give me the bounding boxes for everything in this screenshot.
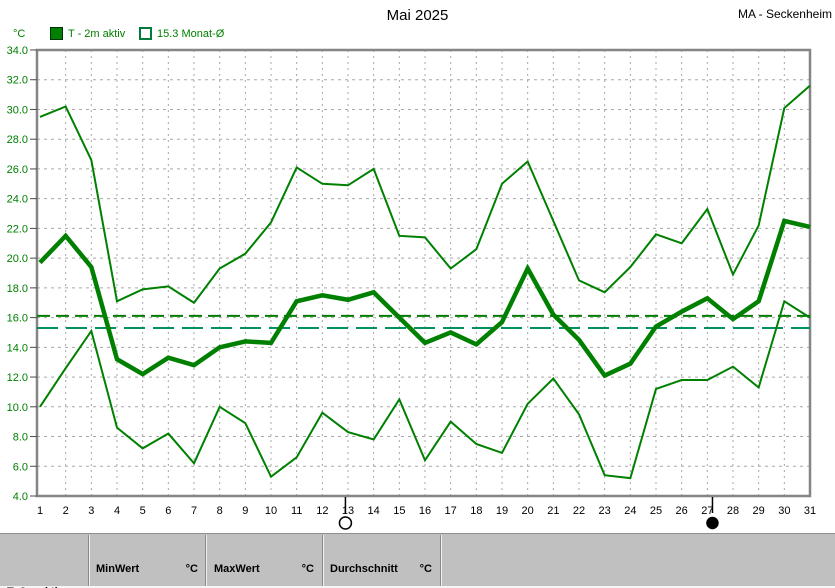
x-tick-label: 16 — [419, 505, 431, 517]
maxwert-header: MaxWert — [214, 563, 260, 575]
y-tick-label: 4.0 — [13, 491, 28, 503]
y-tick-label: 18.0 — [7, 283, 28, 295]
x-tick-label: 20 — [522, 505, 534, 517]
x-tick-label: 14 — [368, 505, 380, 517]
x-tick-label: 19 — [496, 505, 508, 517]
x-tick-label: 22 — [573, 505, 585, 517]
y-tick-label: 28.0 — [7, 134, 28, 146]
series-tagesminimum — [39, 299, 811, 480]
y-tick-label: 34.0 — [7, 45, 28, 57]
y-tick-label: 14.0 — [7, 342, 28, 354]
infobar-separator — [440, 535, 442, 586]
temperature-line-chart: 34.032.030.028.026.024.022.020.018.016.0… — [7, 45, 816, 530]
x-tick-label: 3 — [88, 505, 94, 517]
x-tick-label: 17 — [445, 505, 457, 517]
y-tick-label: 16.0 — [7, 313, 28, 325]
x-tick-label: 11 — [291, 505, 302, 517]
x-tick-label: 7 — [191, 505, 197, 517]
page-title: Mai 2025 — [386, 7, 449, 24]
infobar-bottom-highlight — [0, 586, 835, 588]
y-tick-label: 22.0 — [7, 223, 28, 235]
x-tick-label: 27 — [701, 505, 713, 517]
summary-info-bar: T- 2m aktiv MaxWert MinWert °C 24.05. 05… — [0, 533, 835, 588]
infobar-maxwert-column: MaxWert °C 31.05. 15:35 31.6 — [214, 539, 314, 588]
x-tick-label: 30 — [778, 505, 790, 517]
infobar-durchschnitt-column: Durchschnitt °C (+ 0.82 ) 16.12 — [330, 539, 432, 588]
x-tick-label: 15 — [393, 505, 405, 517]
x-tick-label: 23 — [599, 505, 611, 517]
infobar-separator — [322, 535, 324, 586]
infobar-separator — [88, 535, 90, 586]
y-axis-unit-label: °C — [13, 28, 26, 40]
maxwert-unit: °C — [301, 563, 314, 575]
x-tick-label: 12 — [316, 505, 328, 517]
durchschnitt-header: Durchschnitt — [330, 563, 398, 575]
y-tick-label: 12.0 — [7, 372, 28, 384]
full-moon-icon — [338, 516, 353, 530]
legend-item-active-temp: T - 2m aktiv — [50, 27, 125, 40]
x-tick-label: 24 — [624, 505, 636, 517]
legend-item-label: T - 2m aktiv — [68, 27, 126, 40]
infobar-separator — [205, 535, 207, 586]
x-tick-label: 13 — [342, 505, 354, 517]
infobar-series-label: T- 2m aktiv MaxWert — [7, 552, 64, 588]
y-tick-label: 20.0 — [7, 253, 28, 265]
y-tick-label: 24.0 — [7, 194, 28, 206]
x-tick-label: 6 — [165, 505, 171, 517]
x-tick-label: 31 — [804, 505, 816, 517]
y-tick-label: 6.0 — [13, 461, 28, 473]
y-tick-label: 30.0 — [7, 104, 28, 116]
y-tick-label: 26.0 — [7, 164, 28, 176]
new-moon-icon — [706, 516, 719, 530]
x-tick-label: 10 — [265, 505, 277, 517]
x-tick-label: 29 — [753, 505, 765, 517]
legend-item-label: 15.3 Monat-Ø — [157, 27, 225, 40]
minwert-unit: °C — [185, 563, 198, 575]
infobar-minwert-column: MinWert °C 24.05. 05:35 5.2 — [96, 539, 198, 588]
x-tick-label: 4 — [114, 505, 120, 517]
legend-outline-square-icon — [139, 27, 152, 40]
legend-filled-square-icon — [50, 27, 63, 40]
x-tick-label: 25 — [650, 505, 662, 517]
x-tick-label: 18 — [470, 505, 482, 517]
x-tick-label: 21 — [547, 505, 559, 517]
x-tick-label: 26 — [676, 505, 688, 517]
x-tick-label: 28 — [727, 505, 739, 517]
x-tick-label: 2 — [63, 505, 69, 517]
station-name: MA - Seckenheim — [737, 7, 832, 21]
minwert-header: MinWert — [96, 563, 140, 575]
series-tagesmittel — [38, 218, 811, 379]
y-tick-label: 8.0 — [13, 432, 28, 444]
x-tick-label: 1 — [37, 505, 43, 517]
y-tick-label: 10.0 — [7, 402, 28, 414]
plot-frame — [35, 48, 812, 498]
legend-item-month-average: 15.3 Monat-Ø — [139, 27, 224, 40]
series-tagesmaximum — [39, 84, 811, 305]
infobar-series-name: T- 2m aktiv — [7, 584, 64, 588]
y-tick-label: 32.0 — [7, 75, 28, 87]
durchschnitt-unit: °C — [419, 563, 432, 575]
x-tick-label: 5 — [140, 505, 146, 517]
x-tick-label: 9 — [242, 505, 248, 517]
x-tick-label: 8 — [217, 505, 223, 517]
